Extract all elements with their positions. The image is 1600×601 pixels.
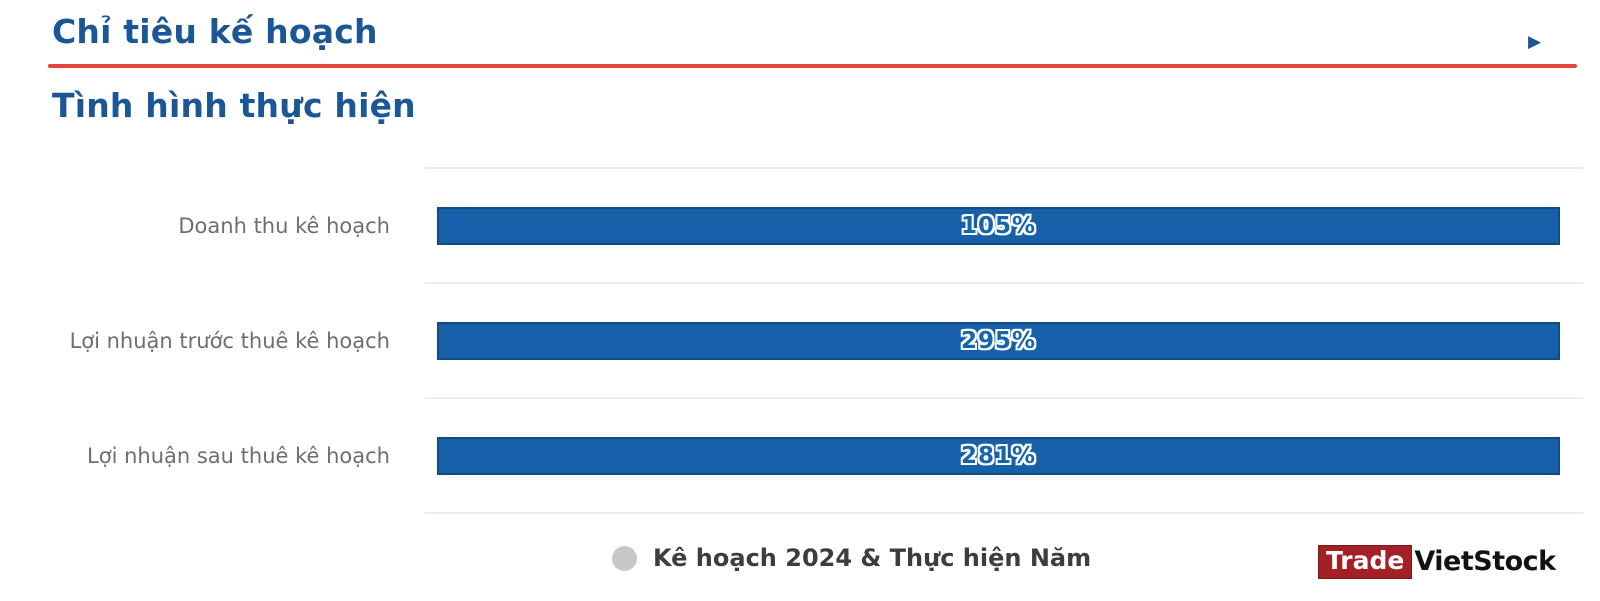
tradevietstock-logo: Trade VietStock xyxy=(1318,545,1556,579)
category-label: Lợi nhuận sau thuê kê hoạch xyxy=(87,444,390,468)
chevron-right-icon[interactable]: ▶ xyxy=(1528,32,1542,52)
bar-value-label: 295% xyxy=(960,328,1037,354)
bar-loi-nhuan-sau-thue[interactable]: 281% xyxy=(437,437,1560,475)
gridline xyxy=(425,282,1583,284)
gridline xyxy=(425,397,1583,399)
title-divider xyxy=(48,64,1577,68)
legend-label: Kê hoạch 2024 & Thực hiện Năm xyxy=(653,544,1092,572)
bar-value-label: 281% xyxy=(960,443,1037,469)
bar-loi-nhuan-truoc-thue[interactable]: 295% xyxy=(437,322,1560,360)
legend-marker-icon xyxy=(612,545,637,571)
gridline xyxy=(425,167,1583,169)
category-label: Lợi nhuận trước thuê kê hoạch xyxy=(69,329,390,353)
bar-value-label: 105% xyxy=(960,213,1037,239)
chart-row-loi-nhuan-sau-thue: Lợi nhuận sau thuê kê hoạch 281% xyxy=(0,437,1600,475)
chart-title: Tình hình thực hiện xyxy=(52,86,416,125)
logo-trade-text: Trade xyxy=(1318,545,1413,579)
logo-vietstock-text: VietStock xyxy=(1414,546,1556,578)
page-title: Chỉ tiêu kế hoạch xyxy=(52,12,378,51)
chart-row-doanh-thu: Doanh thu kê hoạch 105% xyxy=(0,207,1600,245)
legend-item[interactable]: Kê hoạch 2024 & Thực hiện Năm xyxy=(612,544,1091,572)
bar-doanh-thu[interactable]: 105% xyxy=(437,207,1560,245)
category-label: Doanh thu kê hoạch xyxy=(178,214,390,238)
chart-row-loi-nhuan-truoc-thue: Lợi nhuận trước thuê kê hoạch 295% xyxy=(0,322,1600,360)
gridline xyxy=(425,512,1583,514)
